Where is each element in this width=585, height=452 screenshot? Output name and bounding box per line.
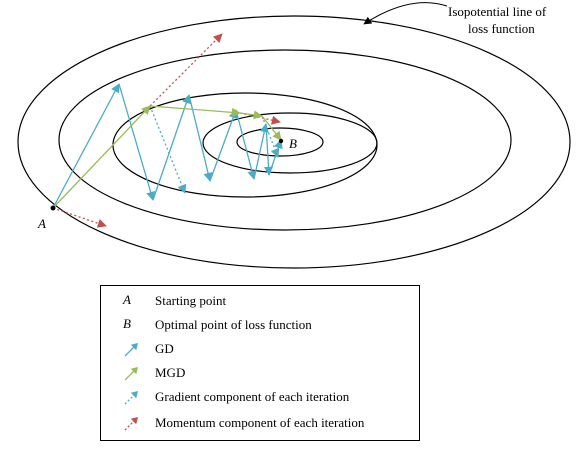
momentum-arrow bbox=[52, 207, 107, 228]
mgd-path bbox=[52, 105, 282, 209]
legend-label-gd: GD bbox=[155, 341, 174, 356]
legend-row-A: A Starting point bbox=[101, 290, 419, 312]
gradient-components bbox=[149, 105, 280, 194]
gd-step bbox=[152, 94, 191, 201]
legend-label-mgd: MGD bbox=[155, 365, 186, 380]
annotation-line2: loss function bbox=[468, 21, 535, 36]
gradient-arrow bbox=[261, 115, 280, 158]
legend-row-B: B Optimal point of loss function bbox=[101, 314, 419, 336]
gd-step bbox=[188, 94, 213, 182]
optimal-point-label: B bbox=[289, 136, 297, 151]
contour-outer bbox=[17, 15, 571, 269]
annotation-arrow bbox=[363, 2, 448, 25]
legend-key-letter: A bbox=[123, 292, 131, 307]
contour-4 bbox=[202, 112, 378, 174]
contour-2 bbox=[58, 49, 512, 231]
optimal-point-dot bbox=[278, 138, 284, 144]
gd-step bbox=[263, 123, 274, 176]
legend-label-gradient: Gradient component of each iteration bbox=[155, 389, 350, 404]
starting-point-label: A bbox=[37, 216, 46, 231]
mgd-step bbox=[261, 115, 282, 141]
momentum-arrow bbox=[149, 33, 223, 107]
legend-gd-arrow-icon bbox=[123, 340, 145, 358]
gd-step bbox=[268, 139, 283, 176]
gd-step bbox=[235, 109, 257, 180]
legend-row-momentum: Momentum component of each iteration bbox=[101, 412, 419, 434]
legend-label-momentum: Momentum component of each iteration bbox=[155, 415, 365, 430]
mgd-step bbox=[239, 110, 263, 120]
legend-key-letter: B bbox=[123, 316, 131, 331]
legend-mgd-arrow-icon bbox=[123, 364, 145, 382]
gd-step bbox=[118, 83, 156, 201]
legend-gradient-arrow-icon bbox=[123, 388, 145, 406]
annotation-line1: Isopotential line of bbox=[448, 4, 547, 19]
legend-row-mgd: MGD bbox=[101, 362, 419, 384]
gd-step bbox=[209, 109, 238, 182]
legend-label-A: Starting point bbox=[155, 293, 227, 308]
mgd-step bbox=[149, 105, 241, 117]
legend-row-gradient: Gradient component of each iteration bbox=[101, 386, 419, 408]
contour-lines bbox=[17, 15, 571, 269]
gd-step bbox=[52, 83, 120, 209]
contour-inner bbox=[236, 127, 324, 157]
legend-row-gd: GD bbox=[101, 338, 419, 360]
legend: A Starting point B Optimal point of loss fu… bbox=[100, 285, 420, 441]
legend-momentum-arrow-icon bbox=[123, 414, 145, 432]
gradient-arrow bbox=[149, 105, 187, 194]
mgd-step bbox=[52, 105, 151, 209]
legend-label-B: Optimal point of loss function bbox=[155, 317, 312, 332]
gd-step bbox=[253, 123, 269, 180]
momentum-components bbox=[52, 33, 281, 228]
starting-point-dot bbox=[50, 205, 56, 211]
